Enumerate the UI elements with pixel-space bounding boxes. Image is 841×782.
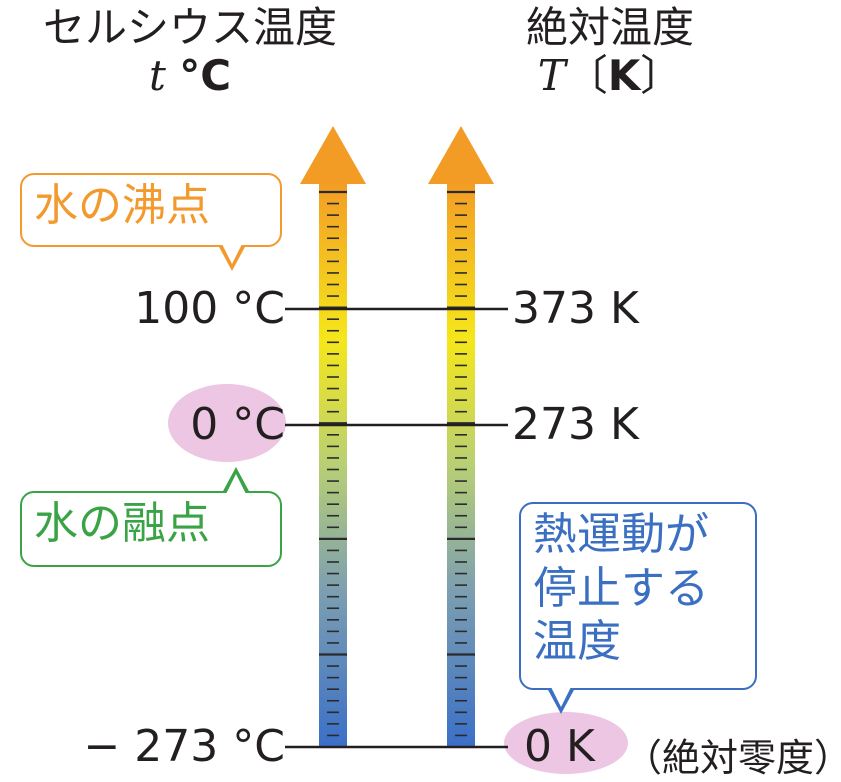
celsius-unit: °C xyxy=(179,51,232,101)
kelvin-label-273: 273 K xyxy=(512,399,639,450)
kelvin-bracket-open: 〔 xyxy=(565,51,608,101)
celsius-scale-ticks xyxy=(319,190,347,748)
kelvin-arrow-shaft xyxy=(447,182,475,748)
kelvin-symbol-line: T〔K〕 xyxy=(470,52,750,100)
absolute-zero-note: （絶対零度） xyxy=(624,736,841,780)
melting-point-text: 水の融点 xyxy=(34,498,210,549)
celsius-arrow-shaft xyxy=(319,182,347,748)
kelvin-label-0: 0 K xyxy=(524,721,595,772)
absolute-zero-callout: 熱運動が 停止する 温度 xyxy=(519,502,757,690)
celsius-label-100: 100 °C xyxy=(134,283,285,334)
zero-kelvin-highlight xyxy=(504,712,628,774)
melting-point-callout: 水の融点 xyxy=(20,491,282,567)
celsius-symbol: t xyxy=(148,51,166,101)
kelvin-arrow-head xyxy=(428,126,494,184)
kelvin-scale-ticks xyxy=(447,190,475,748)
celsius-label-0: 0 °C xyxy=(190,399,285,450)
celsius-title: セルシウス温度 xyxy=(42,3,337,52)
celsius-label-minus-273: − 273 °C xyxy=(83,721,285,772)
zero-celsius-highlight xyxy=(168,384,286,462)
kelvin-title: 絶対温度 xyxy=(525,3,694,52)
celsius-header: セルシウス温度 t °C xyxy=(0,3,380,101)
celsius-arrow-head xyxy=(300,126,366,184)
kelvin-label-373: 373 K xyxy=(512,283,639,334)
kelvin-bracket-close: 〕 xyxy=(640,51,683,101)
kelvin-header: 絶対温度 T〔K〕 xyxy=(470,3,750,101)
kelvin-symbol: T xyxy=(537,51,566,101)
absolute-zero-text-2: 停止する xyxy=(533,562,709,614)
kelvin-unit: K xyxy=(607,51,641,101)
boiling-point-text: 水の沸点 xyxy=(34,180,210,231)
boiling-point-callout: 水の沸点 xyxy=(20,173,282,247)
absolute-zero-text-1: 熱運動が xyxy=(533,509,709,560)
celsius-symbol-line: t °C xyxy=(0,52,380,100)
absolute-zero-text-3: 温度 xyxy=(533,616,621,668)
